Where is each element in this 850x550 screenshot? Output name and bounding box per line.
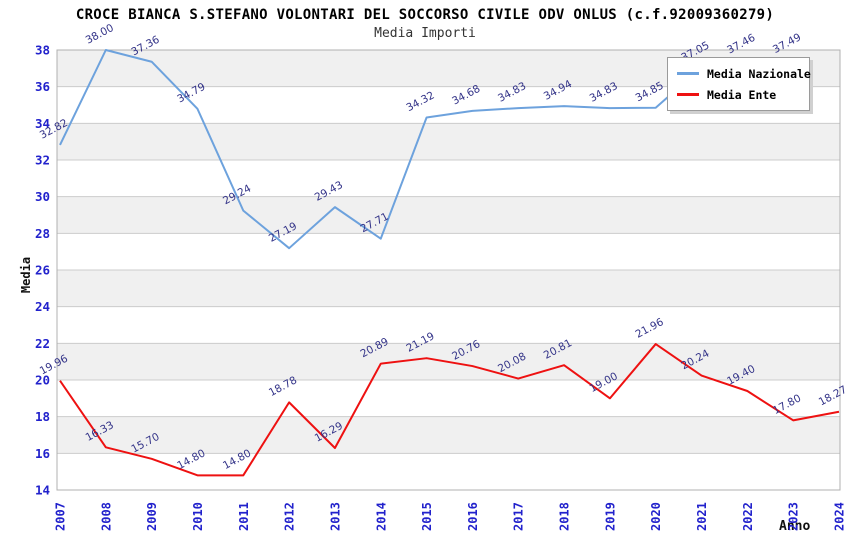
x-tick-label: 2008 (99, 502, 113, 531)
plot-band (57, 416, 840, 454)
x-tick-label: 2020 (649, 502, 663, 531)
chart-title: CROCE BIANCA S.STEFANO VOLONTARI DEL SOC… (75, 7, 775, 23)
chart-subtitle: Media Importi (374, 26, 476, 41)
plot-band (57, 306, 840, 344)
plot-band (57, 453, 840, 490)
x-tick-label: 2019 (603, 502, 617, 531)
x-tick-label: 2012 (283, 502, 297, 531)
legend-label-media-nazionale: Media Nazionale (707, 66, 811, 81)
x-tick-label: 2014 (374, 502, 388, 531)
y-tick-label: 32 (35, 153, 50, 168)
y-tick-label: 20 (35, 373, 50, 388)
legend-label-media-ente: Media Ente (707, 87, 777, 102)
plot-border (56, 49, 841, 491)
legend: Media Nazionale Media Ente (667, 57, 811, 111)
y-tick-label: 26 (35, 263, 50, 278)
x-tick-label: 2021 (695, 502, 709, 531)
x-axis-title: Anno (779, 519, 811, 534)
plot-band (57, 123, 840, 160)
media-ente-line-swatch-icon (677, 93, 699, 96)
x-tick-label: 2007 (54, 502, 68, 531)
x-tick-label: 2010 (191, 502, 205, 531)
y-tick-label: 22 (35, 336, 50, 351)
y-tick-label: 38 (35, 43, 50, 58)
plot-band (57, 196, 840, 234)
x-tick-label: 2023 (787, 502, 801, 531)
y-tick-label: 34 (35, 116, 50, 131)
y-tick-label: 28 (35, 226, 50, 241)
x-tick-label: 2011 (237, 502, 251, 531)
x-tick-label: 2009 (145, 502, 159, 531)
y-tick-label: 16 (35, 446, 50, 461)
x-tick-label: 2017 (512, 502, 526, 531)
y-tick-label: 14 (35, 483, 50, 498)
media-nazionale-line-swatch-icon (677, 72, 699, 75)
x-tick-label: 2022 (741, 502, 755, 531)
x-tick-label: 2018 (558, 502, 572, 531)
y-tick-label: 30 (35, 189, 50, 204)
y-tick-label: 24 (35, 299, 50, 314)
y-tick-label: 18 (35, 409, 50, 424)
plot-band (57, 160, 840, 197)
plot-band (57, 380, 840, 417)
plot-band (57, 233, 840, 270)
series-line-media-ente (59, 343, 840, 477)
x-tick-label: 2013 (328, 502, 342, 531)
x-tick-label: 2015 (420, 502, 434, 531)
plot-band (57, 270, 840, 307)
x-tick-label: 2024 (833, 502, 847, 531)
y-tick-label: 36 (35, 79, 50, 94)
legend-item-media-nazionale: Media Nazionale (677, 63, 811, 84)
data-label: 38.00 (84, 22, 116, 47)
legend-item-media-ente: Media Ente (677, 84, 809, 105)
x-tick-label: 2016 (466, 502, 480, 531)
